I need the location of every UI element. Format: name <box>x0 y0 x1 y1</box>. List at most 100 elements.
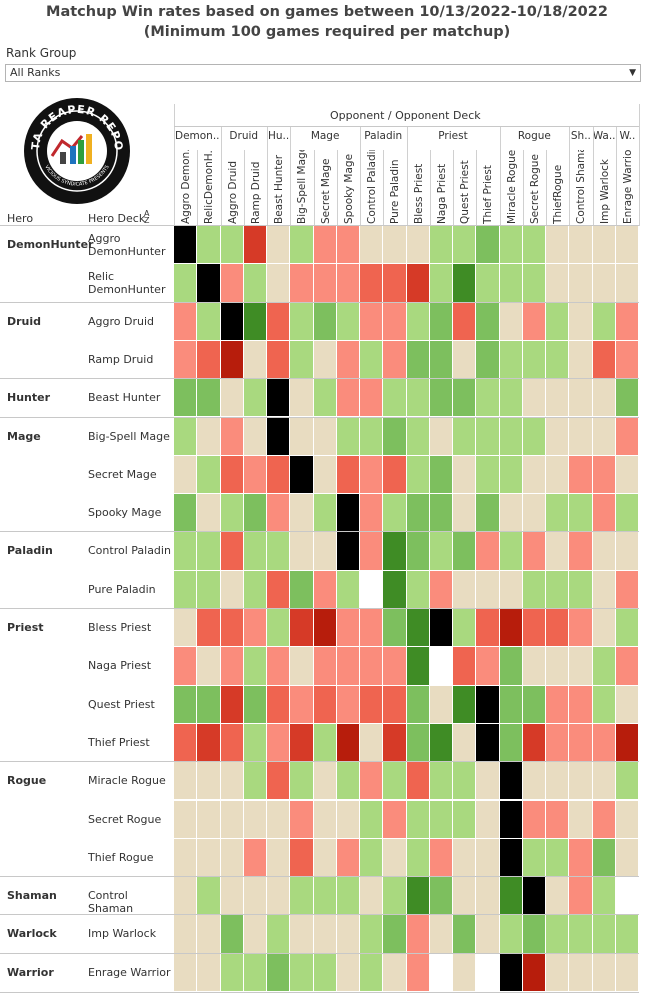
matchup-cell <box>197 723 221 763</box>
matchup-cell <box>383 915 407 954</box>
matchup-cell <box>220 800 244 839</box>
matchup-cell <box>546 226 570 265</box>
matchup-cell <box>569 877 593 916</box>
chevron-down-icon[interactable]: ▼ <box>629 68 636 78</box>
matchup-cell <box>290 455 314 495</box>
hero-deck-name: Control Paladin <box>88 544 171 558</box>
matchup-cell <box>174 723 198 763</box>
matchup-cell <box>476 647 500 686</box>
matchup-cell <box>313 877 337 916</box>
matchup-cell <box>615 340 639 380</box>
matchup-cell <box>267 226 291 265</box>
column-divider <box>290 150 292 226</box>
hero-deck-column-header[interactable]: Hero Deck <box>88 212 146 225</box>
column-divider <box>383 150 385 226</box>
matchup-cell <box>476 455 500 495</box>
matchup-cell <box>406 379 430 418</box>
matchup-cell <box>267 302 291 341</box>
opponent-deck-label: Control Paladin <box>362 150 380 224</box>
matchup-cell <box>336 685 360 724</box>
matchup-cell <box>546 570 570 609</box>
matchup-cell <box>267 762 291 801</box>
matchup-cell <box>383 838 407 878</box>
matchup-cell <box>290 264 314 303</box>
matchup-cell <box>429 647 453 686</box>
hero-deck-name: Secret Mage <box>88 467 157 481</box>
opponent-deck-label: Aggro Druid <box>223 150 241 224</box>
matchup-cell <box>546 800 570 839</box>
matchup-cell <box>267 915 291 954</box>
matchup-cell <box>290 417 314 456</box>
matchup-cell <box>267 570 291 609</box>
matchup-cell <box>360 877 384 916</box>
matchup-cell <box>522 723 546 763</box>
matchup-cell <box>476 570 500 609</box>
hero-deck-name: Spooky Mage <box>88 506 162 520</box>
matchup-cell <box>546 685 570 724</box>
column-divider <box>174 150 175 226</box>
hero-group-divider <box>0 608 639 609</box>
hero-deck-name: Secret Rogue <box>88 812 162 826</box>
matchup-cell <box>336 647 360 686</box>
matchup-cell <box>546 379 570 418</box>
matchup-cell <box>522 647 546 686</box>
matchup-cell <box>406 609 430 648</box>
matchup-cell <box>174 647 198 686</box>
hero-group-divider <box>0 761 639 763</box>
hero-column-header: Hero <box>7 212 34 225</box>
matchup-cell <box>383 685 407 724</box>
matchup-cell <box>313 647 337 686</box>
matchup-cell <box>522 800 546 839</box>
matchup-cell <box>290 226 314 265</box>
matchup-cell <box>336 494 360 533</box>
matchup-cell <box>174 494 198 533</box>
opponent-axis-title: Opponent / Opponent Deck <box>330 109 481 122</box>
column-divider <box>569 150 571 226</box>
matchup-cell <box>360 532 384 571</box>
matchup-cell <box>220 532 244 571</box>
matchup-cell <box>360 226 384 265</box>
column-divider <box>267 150 268 226</box>
matchup-cell <box>243 685 267 724</box>
rank-group-select[interactable]: All Ranks ▼ <box>5 64 641 82</box>
matchup-cell <box>336 800 360 839</box>
matchup-cell <box>476 762 500 801</box>
matchup-cell <box>313 685 337 724</box>
matchup-cell <box>476 340 500 380</box>
matchup-cell <box>243 226 267 265</box>
matchup-cell <box>499 647 523 686</box>
matchup-cell <box>360 264 384 303</box>
matchup-cell <box>383 953 407 992</box>
matchup-cell <box>499 570 523 609</box>
matchup-cell <box>453 877 477 916</box>
matchup-cell <box>220 609 244 648</box>
opponent-deck-label-text: Beast Hunter <box>273 154 285 224</box>
matchup-cell <box>499 723 523 763</box>
matchup-cell <box>569 609 593 648</box>
matchup-cell <box>546 877 570 916</box>
matchup-cell <box>336 417 360 456</box>
matchup-cell <box>569 455 593 495</box>
matchup-cell <box>267 800 291 839</box>
matchup-cell <box>522 953 546 992</box>
matchup-cell <box>499 226 523 265</box>
matchup-cell <box>546 264 570 303</box>
matchup-cell <box>592 685 616 724</box>
matchup-cell <box>243 532 267 571</box>
column-divider <box>522 150 524 226</box>
opponent-deck-label: Thief Priest <box>478 150 496 224</box>
hero-deck-name: Beast Hunter <box>88 391 161 405</box>
matchup-cell <box>406 417 430 456</box>
matchup-cell <box>243 723 267 763</box>
matchup-cell <box>383 340 407 380</box>
matchup-cell <box>569 302 593 341</box>
matchup-cell <box>429 915 453 954</box>
matchup-cell <box>406 455 430 495</box>
matchup-cell <box>313 953 337 992</box>
matchup-cell <box>406 570 430 609</box>
opponent-class-header: Mage <box>310 130 340 142</box>
matchup-cell <box>453 417 477 456</box>
matchup-cell <box>522 838 546 878</box>
matchup-cell <box>615 953 639 992</box>
